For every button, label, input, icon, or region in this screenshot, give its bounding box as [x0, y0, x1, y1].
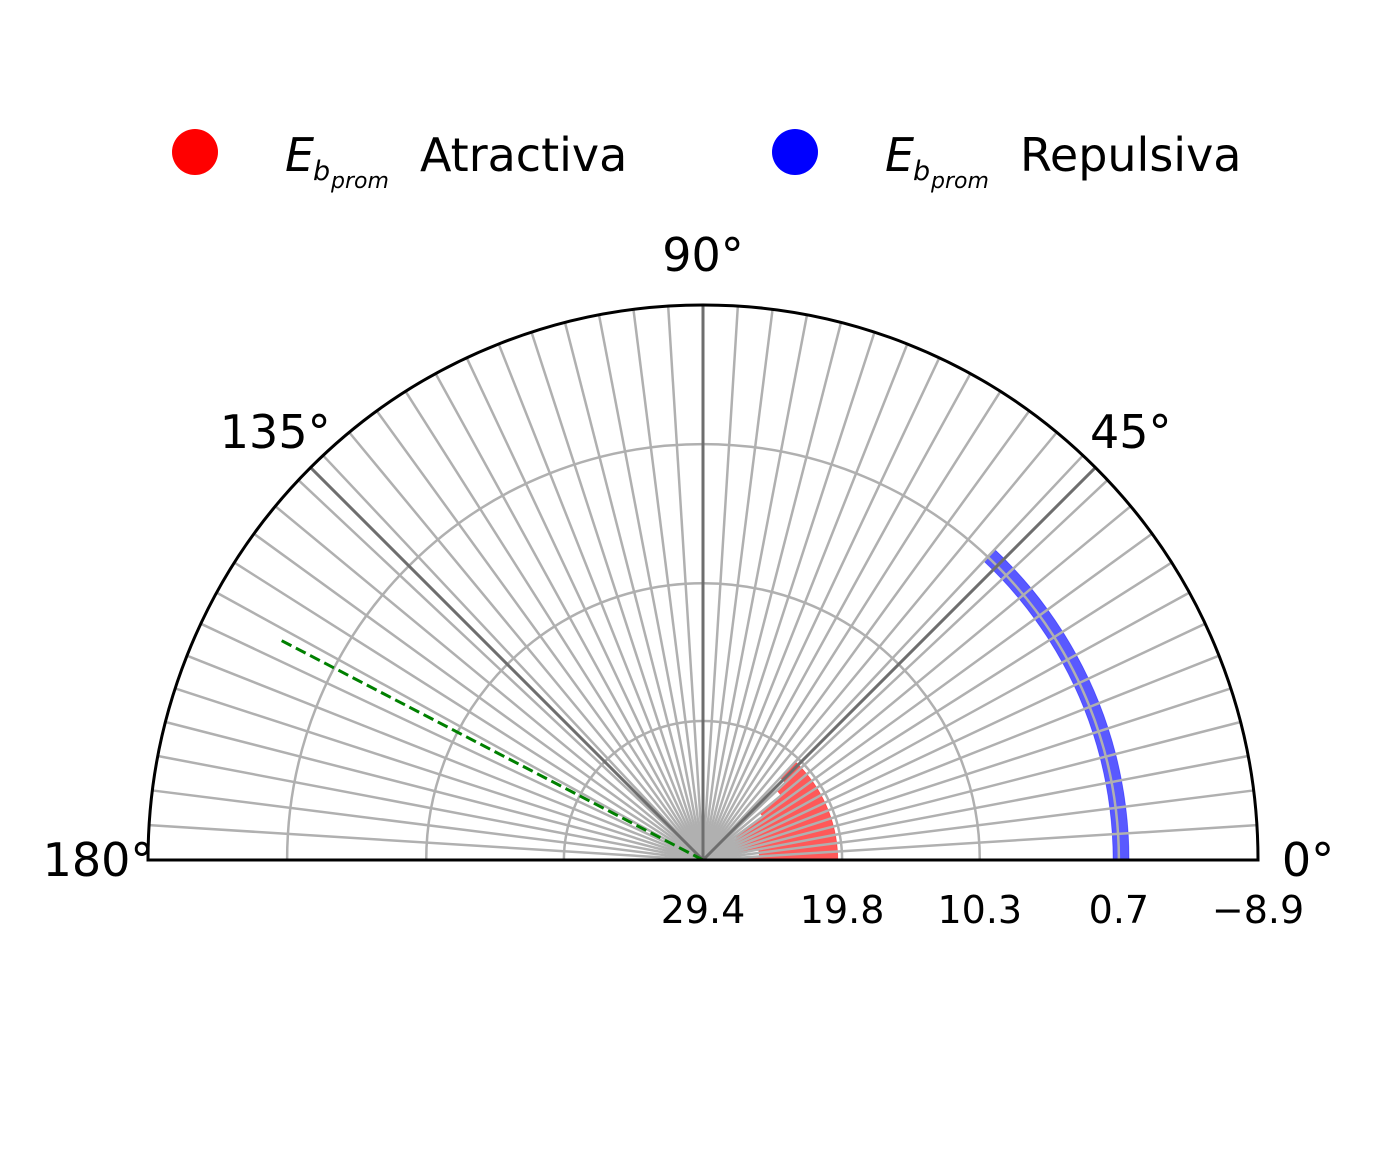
- legend-label-attractive: Atractiva: [420, 128, 627, 182]
- angular-gridline-28: [597, 314, 705, 861]
- angular-gridline-11: [702, 505, 1132, 861]
- bar-repulsiva-0: [1111, 832, 1130, 861]
- angular-gridline-7: [702, 622, 1206, 862]
- angular-gridline-42: [216, 591, 704, 862]
- angular-gridline-38: [297, 479, 704, 861]
- radial-tick-label-0: 29.4: [661, 888, 746, 932]
- angular-gridline-10: [702, 532, 1153, 862]
- angle-tick-label-0: 0°: [1282, 833, 1334, 887]
- legend-subsubscript-attractive: prom: [330, 169, 389, 194]
- angle-tick-label-4: 180°: [43, 833, 154, 887]
- angular-gridline-32: [465, 357, 705, 861]
- legend-marker-repulsive: [772, 129, 818, 175]
- angular-gridline-4: [702, 720, 1241, 862]
- legend: E b prom Atractiva E b prom Repulsiva: [172, 128, 1242, 194]
- angular-gridline-1: [702, 823, 1257, 862]
- angular-gridline-36: [348, 431, 704, 861]
- bars-layer: [727, 548, 1130, 861]
- angular-gridline-27: [632, 309, 705, 861]
- axis-layer: [146, 303, 1260, 862]
- grid-layer: [149, 305, 1257, 862]
- angular-gridline-49: [149, 823, 704, 862]
- radial-tick-label-4: −8.9: [1212, 888, 1304, 932]
- angular-gridline-39: [274, 505, 704, 861]
- radial-tick-label-1: 19.8: [800, 888, 885, 932]
- legend-subscript-attractive: b: [313, 156, 330, 187]
- angular-gridline-24: [701, 306, 740, 861]
- angular-gridline-12: [702, 479, 1109, 861]
- legend-label-repulsive: Repulsiva: [1020, 128, 1242, 182]
- angular-gridline-44: [186, 654, 704, 862]
- radial-tick-label-3: 0.7: [1089, 888, 1149, 932]
- threshold-line: [279, 638, 704, 862]
- angular-gridline-40: [253, 532, 704, 862]
- legend-symbol-attractive: E: [285, 128, 314, 182]
- angular-gridline-19: [701, 343, 909, 861]
- major-angle-line-1: [701, 466, 1097, 862]
- angular-gridline-47: [157, 754, 704, 862]
- legend-subscript-repulsive: b: [913, 156, 930, 187]
- angular-gridline-5: [702, 687, 1232, 862]
- angular-gridline-15: [701, 410, 1031, 861]
- angular-gridline-43: [200, 622, 704, 862]
- angular-gridline-45: [174, 687, 704, 862]
- angular-gridline-21: [701, 322, 843, 861]
- legend-symbol-repulsive: E: [885, 128, 914, 182]
- major-angle-line-3: [309, 466, 705, 862]
- angular-gridline-9: [702, 561, 1173, 862]
- angular-gridline-8: [702, 591, 1190, 862]
- angular-gridline-23: [701, 309, 774, 861]
- radial-tick-label-2: 10.3: [937, 888, 1022, 932]
- angular-gridline-22: [701, 314, 809, 861]
- angular-gridline-16: [701, 390, 1002, 861]
- angle-tick-label-2: 90°: [662, 228, 744, 282]
- angular-gridline-3: [702, 754, 1249, 862]
- angular-gridline-35: [375, 410, 705, 861]
- angle-tick-label-1: 45°: [1090, 405, 1172, 459]
- label-layer: 0° 45° 90° 135° 180° 29.4 19.8 10.3 0.7 −8.9: [43, 228, 1335, 932]
- angular-gridline-14: [702, 431, 1058, 861]
- angular-gridline-26: [666, 306, 705, 861]
- angular-gridline-41: [233, 561, 704, 862]
- angular-gridline-18: [701, 357, 941, 861]
- angular-gridline-2: [702, 789, 1254, 862]
- angular-gridline-31: [497, 343, 705, 861]
- angular-gridline-13: [702, 454, 1084, 861]
- angle-tick-label-3: 135°: [220, 405, 331, 459]
- angular-gridline-46: [165, 720, 704, 862]
- polar-frame: [146, 303, 1260, 862]
- legend-subsubscript-repulsive: prom: [930, 169, 989, 194]
- angular-gridline-17: [701, 373, 972, 861]
- legend-marker-attractive: [172, 129, 218, 175]
- angular-gridline-34: [404, 390, 705, 861]
- angular-gridline-33: [434, 373, 705, 861]
- angular-gridline-29: [563, 322, 705, 861]
- angular-gridline-20: [701, 331, 876, 861]
- angular-gridline-30: [530, 331, 705, 861]
- angular-gridline-48: [152, 789, 704, 862]
- angular-gridline-37: [322, 454, 704, 861]
- angular-gridline-6: [702, 654, 1220, 862]
